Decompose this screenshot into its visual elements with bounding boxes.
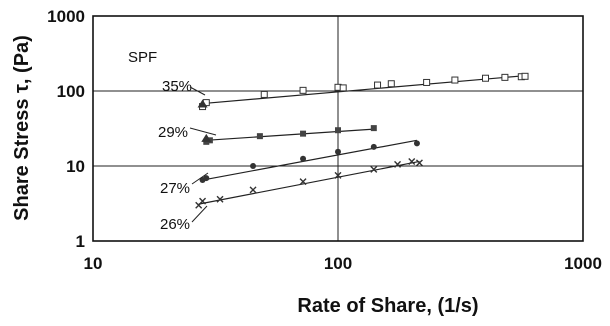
data-point-s0-6 (374, 81, 382, 89)
data-point-s2-3 (300, 155, 307, 162)
data-point-s1-4 (335, 127, 341, 134)
data-point-s2-6 (413, 140, 420, 147)
series-label-1: 29% (158, 124, 188, 141)
data-point-s0-13 (521, 72, 529, 80)
data-point-s3-4 (299, 178, 307, 186)
plot-frame (92, 15, 584, 242)
series-leader-3 (191, 205, 208, 223)
fit-line-2 (202, 139, 418, 181)
data-points (195, 72, 529, 209)
x-tick-label-1000: 1000 (564, 254, 602, 273)
y-tick-label-1000: 1000 (47, 7, 85, 26)
data-point-s0-11 (501, 73, 509, 81)
data-point-s3-1 (199, 197, 207, 205)
data-point-s3-7 (394, 160, 402, 168)
y-tick-label-10: 10 (66, 157, 85, 176)
series-label-3: 26% (160, 216, 190, 233)
data-point-s1-5 (370, 125, 377, 132)
x-tick-label-100: 100 (324, 254, 352, 273)
data-point-s0-8 (423, 78, 431, 86)
data-point-s2-5 (370, 143, 377, 150)
data-point-s3-6 (370, 165, 378, 173)
data-point-s2-1 (203, 175, 210, 182)
data-point-s2-4 (335, 148, 341, 155)
data-point-s0-2 (260, 90, 268, 98)
fit-lines (198, 75, 526, 205)
triangle-marker-s1 (201, 133, 212, 142)
data-point-s3-8 (408, 157, 416, 165)
data-point-s1-3 (300, 130, 307, 137)
y-tick-label-1: 1 (76, 232, 85, 251)
data-point-s0-10 (482, 74, 490, 82)
x-tick-label-10: 10 (84, 254, 103, 273)
data-point-s3-2 (216, 195, 224, 203)
data-point-s2-2 (250, 163, 257, 169)
fit-line-1 (206, 128, 374, 141)
fit-line-3 (198, 160, 420, 205)
series-labels: 35% 29% 27% 26% (158, 78, 217, 233)
data-point-s3-3 (249, 186, 257, 194)
series-label-0: 35% (162, 78, 192, 95)
x-axis-title: Rate of Share, (1/s) (297, 295, 478, 317)
data-point-s0-3 (299, 86, 307, 94)
series-leader-1 (189, 127, 217, 136)
data-point-s3-9 (415, 159, 423, 167)
data-point-s3-5 (334, 171, 342, 179)
data-point-s0-5 (339, 84, 347, 92)
tick-labels: 1 10 100 1000 10 100 1000 (47, 7, 602, 273)
annotation-spf: SPF (128, 49, 157, 66)
triangle-marker-s0 (197, 99, 208, 108)
data-point-s0-9 (451, 76, 459, 84)
series-leader-0 (189, 86, 206, 96)
y-axis-title: Share Stress τ, (Pa) (11, 35, 33, 221)
data-point-s0-7 (387, 80, 395, 88)
y-tick-label-100: 100 (57, 82, 85, 101)
series-leader-2 (191, 172, 209, 185)
series-label-2: 27% (160, 180, 190, 197)
fit-line-0 (202, 75, 526, 105)
data-point-s1-2 (256, 133, 263, 140)
